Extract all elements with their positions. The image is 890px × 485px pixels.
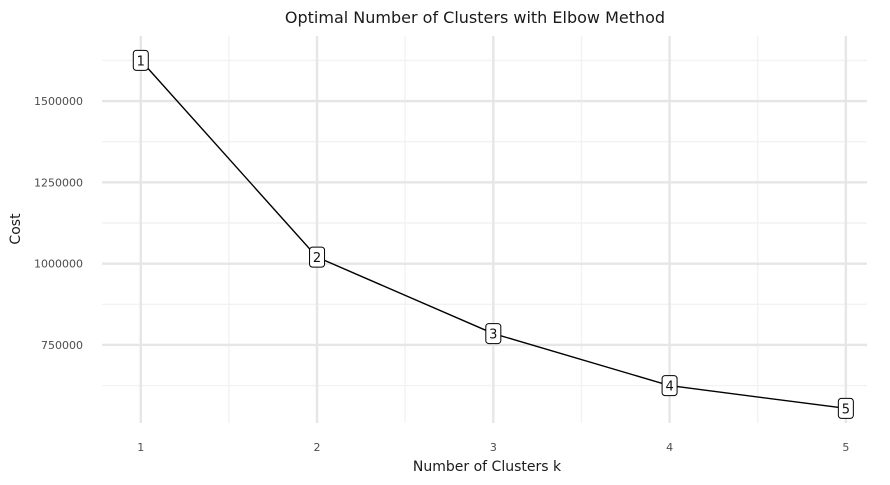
point-label: 5 bbox=[837, 397, 854, 419]
y-tick-label: 750000 bbox=[41, 339, 83, 352]
point-label-box bbox=[132, 49, 149, 71]
point-label: 1 bbox=[132, 49, 149, 71]
point-label-text: 1 bbox=[137, 54, 145, 69]
grid-layer bbox=[102, 36, 867, 423]
y-tick-label: 1000000 bbox=[34, 258, 83, 271]
point-label-text: 3 bbox=[489, 328, 497, 343]
x-tick-label: 3 bbox=[490, 441, 497, 454]
point-label-layer: 1 2 3 4 5 bbox=[132, 49, 854, 419]
point-label-box bbox=[837, 397, 854, 419]
x-tick-label: 1 bbox=[137, 441, 144, 454]
point-label-box bbox=[661, 375, 678, 397]
tick-layer: 1 2 3 4 5 750000 1000000 1250000 1500000 bbox=[34, 95, 849, 454]
x-tick-label: 4 bbox=[666, 441, 673, 454]
point-label: 3 bbox=[485, 323, 502, 345]
point-label-text: 5 bbox=[842, 402, 850, 417]
y-tick-label: 1500000 bbox=[34, 95, 83, 108]
y-axis-label: Cost bbox=[8, 213, 24, 245]
point-label-text: 4 bbox=[665, 380, 673, 395]
y-tick-label: 1250000 bbox=[34, 176, 83, 189]
point-label-box bbox=[485, 323, 502, 345]
chart-title: Optimal Number of Clusters with Elbow Me… bbox=[285, 8, 665, 27]
point-label-box bbox=[309, 246, 326, 268]
x-tick-label: 2 bbox=[314, 441, 321, 454]
x-axis-label: Number of Clusters k bbox=[413, 459, 562, 475]
point-label: 2 bbox=[309, 246, 326, 268]
point-label: 4 bbox=[661, 375, 678, 397]
x-tick-label: 5 bbox=[842, 441, 849, 454]
point-label-text: 2 bbox=[313, 251, 321, 266]
